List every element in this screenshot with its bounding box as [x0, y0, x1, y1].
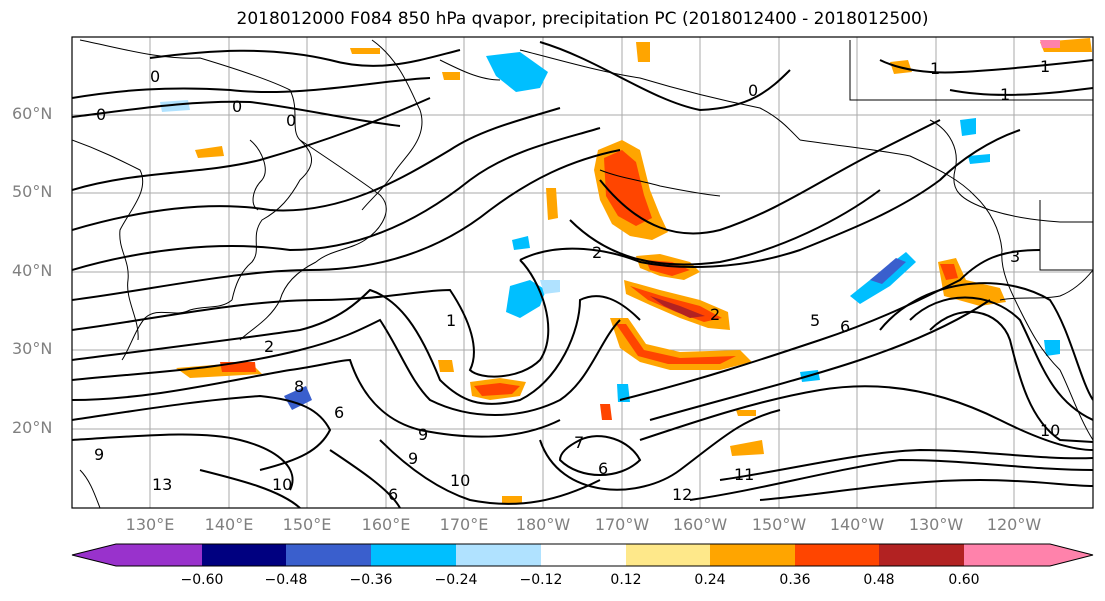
colorbar-tick-label: 0.48 [863, 572, 895, 588]
lat-label: 40°N [12, 261, 53, 280]
lon-label: 160°E [361, 515, 411, 534]
colorbar-tick-label: −0.48 [264, 572, 308, 588]
lon-label: 170°W [594, 515, 650, 534]
lon-label: 120°W [986, 515, 1042, 534]
lat-label: 50°N [12, 182, 53, 201]
colorbar-tick-label: −0.36 [349, 572, 393, 588]
contour-label: 2 [592, 243, 602, 262]
contour-label: 0 [96, 105, 106, 124]
contour-label: 6 [840, 317, 850, 336]
map-title: 2018012000 F084 850 hPa qvapor, precipit… [236, 9, 929, 29]
colorbar-tick-label: 0.24 [694, 572, 726, 588]
lon-label: 130°E [125, 515, 175, 534]
contour-label: 6 [598, 459, 608, 478]
precip-shading [160, 38, 1092, 504]
lon-label: 140°W [829, 515, 885, 534]
lat-label: 30°N [12, 339, 53, 358]
contour-label: 11 [734, 465, 754, 484]
lon-label: 160°W [672, 515, 728, 534]
contour-label: 0 [150, 67, 160, 86]
contour-label: 0 [286, 111, 296, 130]
contour-label: 1 [1000, 85, 1010, 104]
lon-label: 150°W [751, 515, 807, 534]
contour-labels: 0 0 0 0 0 1 1 1 1 2 2 2 3 5 6 6 6 6 7 8 … [94, 57, 1060, 504]
contour-label: 5 [810, 311, 820, 330]
colorbar-tick-label: 0.36 [779, 572, 811, 588]
contour-label: 1 [1040, 57, 1050, 76]
contour-label: 3 [1010, 247, 1020, 266]
lon-label: 140°E [204, 515, 254, 534]
contour-label: 2 [264, 337, 274, 356]
colorbar-tick-label: 0.60 [948, 572, 980, 588]
contour-label: 12 [672, 485, 692, 504]
contour-label: 13 [152, 475, 172, 494]
lon-label: 170°E [439, 515, 489, 534]
contour-label: 8 [294, 377, 304, 396]
contour-label: 6 [388, 485, 398, 504]
colorbar-tick-label: −0.24 [434, 572, 478, 588]
contour-label: 0 [748, 81, 758, 100]
lon-label: 180°W [515, 515, 571, 534]
graticule [72, 37, 1093, 508]
contour-label: 9 [418, 425, 428, 444]
contour-label: 10 [272, 475, 292, 494]
contour-label: 0 [232, 97, 242, 116]
map-frame [71, 36, 1094, 509]
coastlines [72, 39, 1093, 508]
contour-label: 1 [930, 59, 940, 78]
lon-label: 130°W [908, 515, 964, 534]
contour-label: 1 [446, 311, 456, 330]
colorbar-tick-label: −0.12 [519, 572, 563, 588]
colorbar-min-extend [72, 544, 116, 566]
contour-label: 9 [94, 445, 104, 464]
contour-label: 2 [710, 305, 720, 324]
lon-label: 150°E [282, 515, 332, 534]
contour-label: 7 [574, 433, 584, 452]
contour-label: 10 [450, 471, 470, 490]
colorbar-tick-label: 0.12 [610, 572, 642, 588]
qvapor-contours [72, 41, 1093, 508]
colorbar-tick-label: −0.60 [180, 572, 224, 588]
colorbar [71, 543, 1094, 567]
contour-label: 6 [334, 403, 344, 422]
contour-label: 10 [1040, 421, 1060, 440]
lat-label: 20°N [12, 418, 53, 437]
contour-label: 9 [408, 449, 418, 468]
colorbar-max-extend [1050, 544, 1093, 566]
lat-label: 60°N [12, 104, 53, 123]
